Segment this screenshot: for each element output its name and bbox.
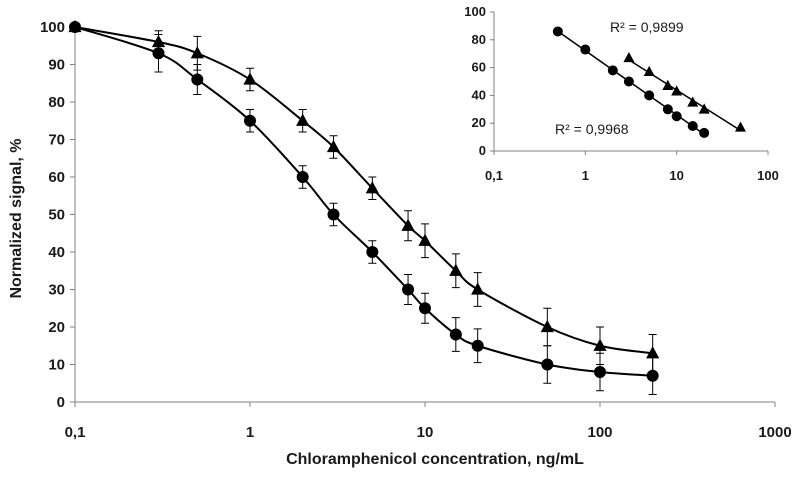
x-axis-title: Chloramphenicol concentration, ng/mL bbox=[286, 451, 584, 468]
x-tick-label: 1000 bbox=[758, 424, 791, 441]
series-circle-point bbox=[296, 171, 309, 183]
series-triangle-point bbox=[190, 46, 204, 59]
x-tick-label: 100 bbox=[587, 424, 612, 441]
y-tick-label: 60 bbox=[48, 169, 65, 186]
inset-y-tick-label: 60 bbox=[472, 60, 486, 75]
x-tick-label: 1 bbox=[246, 424, 254, 441]
inset-series-triangle-point bbox=[698, 103, 710, 114]
series-circle-point bbox=[646, 369, 659, 382]
series-circle-point bbox=[327, 208, 340, 221]
inset-series-triangle-point bbox=[623, 51, 635, 63]
inset-series-circle-point bbox=[623, 76, 634, 87]
y-tick-label: 0 bbox=[57, 394, 65, 411]
inset-x-tick-label: 1 bbox=[582, 168, 589, 183]
series-triangle-point bbox=[646, 346, 660, 359]
inset-x-tick-label: 100 bbox=[757, 168, 779, 183]
inset-x-tick-label: 10 bbox=[669, 168, 683, 183]
inset-y-tick-label: 100 bbox=[464, 4, 486, 19]
y-tick-label: 80 bbox=[48, 94, 65, 111]
y-tick-label: 70 bbox=[48, 132, 65, 149]
series-triangle-point bbox=[593, 338, 607, 351]
y-axis-title: Normalized signal, % bbox=[8, 138, 25, 298]
y-tick-label: 40 bbox=[48, 244, 65, 261]
inset-series-triangle-point bbox=[687, 96, 699, 107]
inset-r2-label-circle: R² = 0,9968 bbox=[555, 121, 629, 137]
inset-series-circle-point bbox=[671, 111, 682, 122]
series-triangle-curve bbox=[74, 26, 653, 355]
series-circle-point bbox=[419, 302, 431, 315]
inset-y-tick-label: 40 bbox=[472, 87, 486, 102]
series-triangle-point bbox=[365, 181, 379, 194]
series-circle-point bbox=[366, 246, 379, 258]
inset-r2-label-triangle: R² = 0,9899 bbox=[610, 19, 684, 35]
y-tick-label: 100 bbox=[40, 19, 65, 36]
series-circle-point bbox=[594, 366, 606, 378]
inset-series-triangle-point bbox=[671, 85, 683, 96]
inset-series-triangle-point bbox=[735, 121, 747, 132]
inset-x-tick-label: 0,1 bbox=[485, 168, 503, 183]
series-triangle-point bbox=[326, 139, 341, 153]
series-triangle-point bbox=[151, 34, 166, 48]
series-circle-curve bbox=[74, 26, 653, 377]
series-triangle-point bbox=[418, 233, 432, 246]
series-triangle-point bbox=[401, 218, 415, 231]
y-tick-label: 50 bbox=[48, 207, 65, 224]
x-tick-label: 0,1 bbox=[65, 424, 86, 441]
inset-series-triangle-point bbox=[662, 79, 674, 90]
inset-y-tick-label: 0 bbox=[479, 143, 486, 158]
inset-series-circle-point bbox=[699, 127, 710, 138]
inset-series-triangle-point bbox=[643, 65, 655, 77]
inset-series-circle-point bbox=[607, 65, 618, 76]
y-tick-label: 10 bbox=[48, 357, 65, 374]
inset-series-circle-point bbox=[552, 26, 563, 37]
series-triangle-point bbox=[449, 263, 463, 276]
y-tick-label: 90 bbox=[48, 57, 65, 74]
inset-series-circle-point bbox=[687, 120, 698, 131]
series-triangle-point bbox=[296, 113, 310, 126]
inset-series-circle-point bbox=[662, 104, 673, 115]
y-tick-label: 20 bbox=[48, 319, 65, 336]
inset-y-tick-label: 20 bbox=[472, 115, 486, 130]
x-tick-label: 10 bbox=[417, 424, 434, 441]
series-circle-point bbox=[191, 73, 204, 86]
series-triangle-point bbox=[471, 282, 485, 295]
inset-series-circle-point bbox=[644, 90, 655, 101]
series-circle-point bbox=[541, 358, 554, 371]
series-triangle-point bbox=[540, 319, 554, 333]
series-triangle-point bbox=[243, 72, 257, 85]
series-circle-point bbox=[244, 114, 256, 127]
series-circle-point bbox=[449, 328, 462, 341]
inset-y-tick-label: 80 bbox=[472, 32, 486, 47]
series-circle-point bbox=[402, 283, 415, 296]
series-triangle-point bbox=[68, 19, 82, 33]
y-tick-label: 30 bbox=[48, 282, 65, 299]
series-circle-point bbox=[471, 339, 484, 352]
inset-series-circle-point bbox=[580, 44, 591, 55]
